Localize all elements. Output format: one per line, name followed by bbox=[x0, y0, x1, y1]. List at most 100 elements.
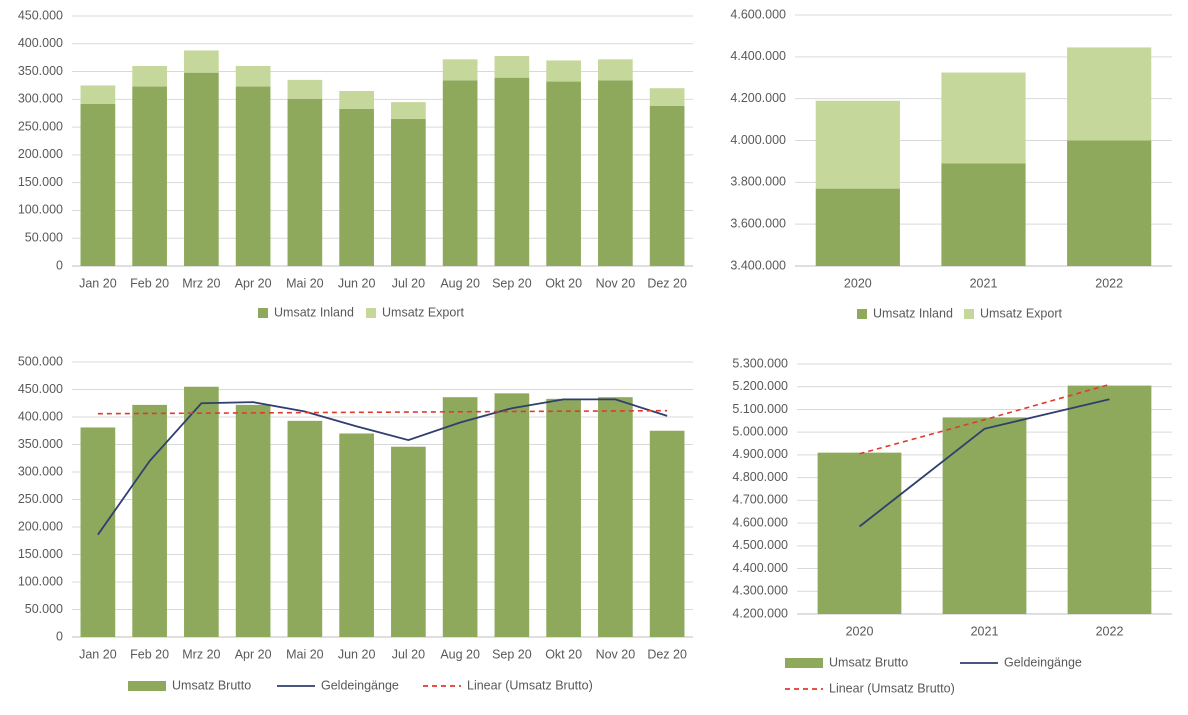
x-tick-label: Jan 20 bbox=[79, 647, 117, 661]
y-tick-label: 4.300.000 bbox=[732, 584, 788, 598]
x-tick-label: Jan 20 bbox=[79, 276, 117, 290]
bar bbox=[132, 66, 167, 87]
x-tick-label: Mai 20 bbox=[286, 276, 324, 290]
bar bbox=[941, 72, 1026, 164]
x-tick-label: Okt 20 bbox=[545, 647, 582, 661]
line bbox=[858, 398, 1110, 528]
bar bbox=[442, 397, 478, 637]
legend-swatch bbox=[258, 308, 268, 318]
legend-label: Umsatz Export bbox=[382, 305, 464, 319]
x-tick-label: Dez 20 bbox=[647, 647, 687, 661]
bar bbox=[287, 79, 323, 99]
x-tick-label: 2020 bbox=[844, 276, 872, 290]
legend-label: Umsatz Brutto bbox=[829, 655, 908, 669]
bar bbox=[132, 86, 167, 266]
y-tick-label: 4.200.000 bbox=[730, 91, 786, 105]
bar bbox=[80, 103, 116, 267]
bar bbox=[184, 386, 219, 637]
x-tick-label: Mrz 20 bbox=[182, 647, 220, 661]
bar bbox=[391, 446, 426, 637]
bar bbox=[391, 118, 426, 267]
bar bbox=[287, 98, 323, 267]
y-tick-label: 4.400.000 bbox=[732, 561, 788, 575]
x-tick-label: Aug 20 bbox=[440, 647, 480, 661]
bar bbox=[442, 59, 478, 81]
y-tick-label: 50.000 bbox=[25, 602, 63, 616]
bar bbox=[235, 66, 271, 87]
bar bbox=[546, 398, 581, 637]
bar bbox=[494, 77, 530, 267]
legend-label: Linear (Umsatz Brutto) bbox=[467, 678, 593, 692]
y-tick-label: 400.000 bbox=[18, 409, 63, 423]
y-tick-label: 400.000 bbox=[18, 36, 63, 50]
legend-label: Linear (Umsatz Brutto) bbox=[829, 681, 955, 695]
legend-swatch bbox=[128, 681, 166, 691]
y-tick-label: 4.600.000 bbox=[732, 515, 788, 529]
x-tick-label: 2021 bbox=[970, 276, 998, 290]
x-tick-label: Jun 20 bbox=[338, 276, 376, 290]
y-tick-label: 3.400.000 bbox=[730, 258, 786, 272]
trend-line bbox=[97, 409, 668, 415]
bar bbox=[649, 88, 685, 106]
y-tick-label: 300.000 bbox=[18, 92, 63, 106]
legend-swatch bbox=[785, 658, 823, 668]
bar bbox=[649, 106, 685, 266]
bar bbox=[235, 86, 271, 266]
x-tick-label: Aug 20 bbox=[440, 276, 480, 290]
bar bbox=[649, 430, 685, 637]
y-tick-label: 450.000 bbox=[18, 382, 63, 396]
y-tick-label: 150.000 bbox=[18, 547, 63, 561]
x-tick-label: Feb 20 bbox=[130, 647, 169, 661]
bar bbox=[339, 433, 374, 637]
y-tick-label: 150.000 bbox=[18, 175, 63, 189]
y-tick-label: 4.400.000 bbox=[730, 49, 786, 63]
y-tick-label: 5.200.000 bbox=[732, 379, 788, 393]
bar bbox=[339, 91, 374, 109]
bar bbox=[941, 163, 1026, 266]
bar bbox=[494, 393, 530, 637]
y-tick-label: 350.000 bbox=[18, 437, 63, 451]
x-tick-label: Apr 20 bbox=[235, 647, 272, 661]
y-tick-label: 4.700.000 bbox=[732, 493, 788, 507]
y-tick-label: 5.000.000 bbox=[732, 424, 788, 438]
trend-line bbox=[859, 383, 1110, 455]
bar bbox=[184, 50, 219, 73]
y-tick-label: 4.000.000 bbox=[730, 133, 786, 147]
y-tick-label: 5.300.000 bbox=[732, 356, 788, 370]
y-tick-label: 4.200.000 bbox=[732, 606, 788, 620]
y-tick-label: 450.000 bbox=[18, 8, 63, 22]
x-tick-label: Sep 20 bbox=[492, 276, 532, 290]
y-tick-label: 100.000 bbox=[18, 203, 63, 217]
legend-swatch bbox=[857, 309, 867, 319]
x-tick-label: Feb 20 bbox=[130, 276, 169, 290]
x-tick-label: Apr 20 bbox=[235, 276, 272, 290]
x-tick-label: 2022 bbox=[1096, 624, 1124, 638]
bar bbox=[1067, 47, 1152, 141]
y-tick-label: 100.000 bbox=[18, 574, 63, 588]
bar bbox=[815, 100, 900, 189]
x-tick-label: Okt 20 bbox=[545, 276, 582, 290]
y-tick-label: 200.000 bbox=[18, 147, 63, 161]
y-tick-label: 0 bbox=[56, 258, 63, 272]
x-tick-label: Nov 20 bbox=[596, 276, 636, 290]
legend-swatch bbox=[366, 308, 376, 318]
y-tick-label: 4.600.000 bbox=[730, 7, 786, 21]
bar bbox=[184, 72, 219, 267]
bar bbox=[1067, 385, 1152, 614]
bar bbox=[235, 404, 271, 637]
legend-label: Umsatz Export bbox=[980, 306, 1062, 320]
y-tick-label: 200.000 bbox=[18, 519, 63, 533]
bar bbox=[80, 427, 116, 637]
legend-label: Geldeingänge bbox=[1004, 655, 1082, 669]
bar bbox=[442, 80, 478, 266]
y-tick-label: 250.000 bbox=[18, 119, 63, 133]
x-tick-label: Jul 20 bbox=[392, 276, 425, 290]
y-tick-label: 350.000 bbox=[18, 64, 63, 78]
y-tick-label: 4.900.000 bbox=[732, 447, 788, 461]
y-tick-label: 300.000 bbox=[18, 464, 63, 478]
legend-swatch bbox=[964, 309, 974, 319]
y-tick-label: 4.800.000 bbox=[732, 470, 788, 484]
x-tick-label: Mrz 20 bbox=[182, 276, 220, 290]
x-tick-label: Dez 20 bbox=[647, 276, 687, 290]
y-tick-label: 3.800.000 bbox=[730, 175, 786, 189]
